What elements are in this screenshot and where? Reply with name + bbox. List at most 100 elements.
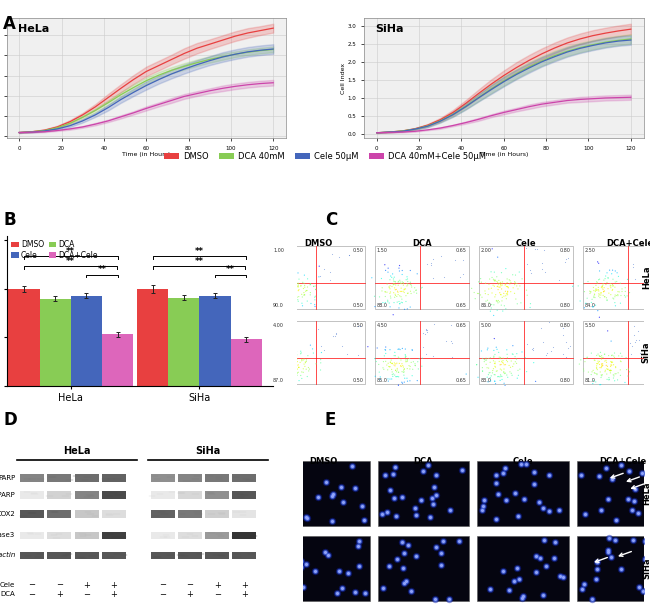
Point [521, 243, 532, 253]
Point [389, 493, 399, 502]
Point [410, 361, 421, 370]
Point [624, 466, 634, 476]
Point [538, 503, 549, 513]
Point [513, 365, 523, 375]
Point [389, 272, 400, 282]
Point [610, 362, 621, 371]
Point [534, 497, 544, 507]
Point [354, 541, 364, 551]
Point [640, 330, 650, 340]
Point [380, 345, 390, 354]
Point [477, 366, 488, 376]
Point [265, 380, 275, 390]
Point [512, 511, 523, 521]
Point [502, 345, 512, 354]
Point [390, 285, 400, 295]
Point [589, 368, 599, 378]
Point [290, 549, 300, 558]
Point [269, 308, 280, 317]
Point [582, 353, 592, 362]
Point [288, 338, 298, 348]
Point [612, 375, 623, 385]
Point [315, 358, 326, 368]
Point [497, 468, 508, 477]
Point [328, 489, 339, 499]
Point [301, 512, 311, 521]
Point [529, 479, 539, 488]
Point [580, 357, 590, 367]
Point [591, 284, 601, 294]
Point [512, 563, 522, 572]
Bar [231, 339, 262, 385]
Polygon shape [151, 491, 175, 499]
Point [287, 274, 297, 284]
Point [374, 292, 385, 302]
Point [380, 292, 391, 301]
Point [613, 368, 623, 378]
Point [357, 501, 367, 511]
Point [302, 286, 312, 295]
Point [391, 371, 401, 381]
Point [509, 576, 519, 586]
Point [579, 287, 590, 297]
Point [486, 283, 497, 293]
Point [281, 488, 291, 498]
Point [495, 283, 505, 292]
Point [484, 298, 495, 308]
Point [425, 512, 436, 522]
Bar [200, 295, 231, 385]
Point [354, 321, 364, 331]
Point [497, 268, 507, 278]
Point [282, 277, 293, 287]
Point [406, 282, 417, 292]
Point [385, 374, 395, 384]
Point [383, 359, 393, 368]
Point [607, 286, 618, 295]
Point [599, 350, 610, 359]
Point [415, 495, 426, 505]
Point [411, 552, 421, 561]
Point [457, 466, 467, 476]
Point [327, 516, 337, 526]
Point [480, 286, 490, 296]
Point [393, 367, 404, 377]
Point [494, 357, 504, 367]
Point [428, 482, 439, 491]
Point [506, 278, 516, 287]
Point [354, 536, 364, 546]
Point [291, 363, 301, 373]
Point [288, 350, 298, 360]
Point [482, 372, 493, 382]
Point [485, 368, 495, 378]
Point [480, 355, 491, 365]
Point [604, 365, 615, 375]
Point [534, 497, 544, 507]
Point [400, 284, 411, 294]
Point [323, 550, 333, 560]
Point [493, 252, 503, 262]
Point [428, 499, 438, 509]
Point [390, 361, 400, 371]
Bar [378, 461, 469, 526]
Point [543, 506, 554, 516]
Point [599, 287, 609, 297]
Point [640, 536, 650, 546]
Point [354, 561, 365, 571]
Polygon shape [151, 474, 175, 482]
Point [385, 302, 395, 312]
Point [393, 371, 403, 381]
Point [380, 470, 390, 480]
Text: 0.50: 0.50 [352, 323, 363, 328]
Point [640, 536, 650, 546]
Point [447, 352, 457, 362]
Polygon shape [178, 552, 202, 559]
Point [390, 290, 400, 300]
Point [297, 301, 307, 311]
Point [508, 283, 518, 293]
Point [645, 485, 650, 495]
Point [485, 353, 495, 362]
Point [269, 374, 280, 384]
Point [603, 547, 613, 557]
Point [411, 510, 421, 519]
Point [616, 290, 626, 300]
